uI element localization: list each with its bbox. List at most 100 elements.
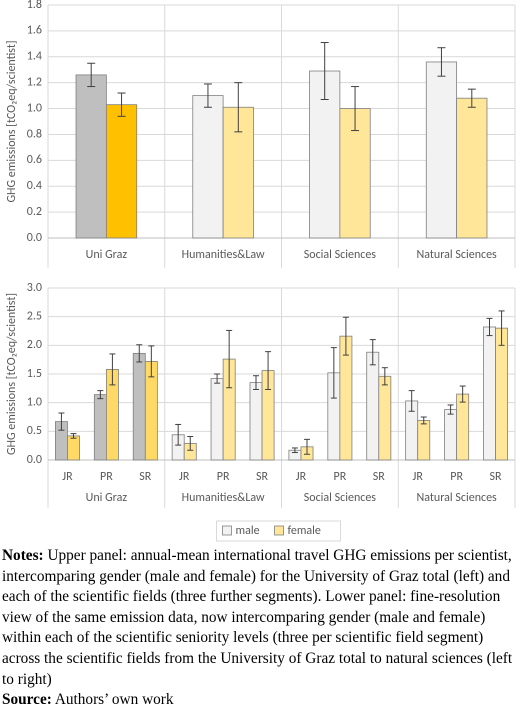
bar [417, 420, 431, 461]
y-tick-label: 0.4 [27, 179, 42, 193]
x-tick-label: PR [100, 470, 113, 484]
error-bar [70, 433, 77, 439]
legend-swatch [274, 525, 284, 536]
x-tick-label: SR [256, 470, 269, 484]
charts: 0.0 0.2 0.4 0.6 0.8 1.0 1.2 1.4 1.6 1.8 GHG emissi… [5, 0, 516, 542]
y-tick-label: 1.5 [27, 367, 42, 381]
y-tick-label: 1.0 [27, 396, 42, 410]
bar [495, 327, 509, 461]
error-bar [381, 367, 388, 386]
y-tick-label: 1.4 [27, 50, 42, 64]
error-bar [148, 345, 155, 378]
y-tick-label: 3.0 [27, 281, 42, 295]
error-bar [447, 404, 454, 415]
x-tick-label: PR [334, 470, 347, 484]
error-bar [117, 92, 126, 117]
bar [456, 393, 470, 461]
error-bar [303, 438, 310, 455]
y-axis-title: GHG emissions [tCO₂eq/scientist] [5, 40, 19, 202]
group-label: Humanities&Law [182, 491, 265, 505]
error-bar [320, 42, 329, 100]
x-tick-label: JR [296, 470, 307, 484]
notes-label: Notes: [2, 547, 44, 564]
bar [456, 97, 488, 239]
source-label: Source: [2, 691, 52, 709]
error-bar [351, 86, 360, 132]
bar [93, 394, 107, 461]
error-bar [58, 412, 65, 431]
bar [67, 435, 80, 461]
legend-label: female [288, 524, 321, 538]
error-bar [408, 390, 415, 412]
bar [75, 74, 107, 239]
error-bar [369, 339, 376, 366]
source-text: Authors’ own work [51, 691, 174, 709]
bar [366, 351, 380, 461]
error-bar [87, 62, 96, 88]
bar [483, 326, 496, 461]
y-axis-title: GHG emissions [tCO₂eq/scientist] [5, 293, 19, 455]
group-label: Natural Sciences [417, 491, 498, 505]
error-bar [291, 447, 298, 454]
x-tick-label: JR [62, 470, 73, 484]
bar [192, 95, 224, 239]
legend-swatch [222, 525, 232, 536]
bar [249, 382, 263, 461]
error-bar [437, 47, 446, 77]
y-tick-label: 1.8 [27, 0, 42, 12]
error-bar [486, 317, 493, 337]
bar [105, 104, 138, 239]
y-tick-label: 1.6 [27, 24, 42, 38]
y-tick-label: 0.0 [27, 453, 42, 467]
y-tick-label: 2.5 [27, 310, 42, 324]
legend-box [216, 520, 341, 542]
y-tick-label: 0.5 [27, 424, 42, 438]
y-tick-label: 0.0 [27, 231, 42, 245]
error-bar [175, 423, 182, 446]
error-bar [467, 88, 476, 108]
group-label: Social Sciences [304, 491, 377, 505]
error-bar [203, 83, 212, 108]
error-bar [187, 435, 194, 451]
error-bar [97, 390, 104, 400]
error-bar [109, 353, 116, 386]
bar [444, 409, 458, 461]
error-bar [234, 82, 243, 133]
notes-text: Upper panel: annual-mean international t… [2, 547, 513, 688]
error-bar [214, 373, 221, 384]
error-bar [498, 310, 505, 346]
y-tick-label: 0.8 [27, 127, 42, 141]
x-tick-label: Uni Graz [86, 248, 128, 262]
error-bar [226, 329, 233, 389]
x-tick-label: JR [413, 470, 424, 484]
x-tick-label: PR [450, 470, 463, 484]
error-bar [330, 347, 337, 399]
error-bar [265, 351, 272, 390]
error-bar [459, 385, 466, 403]
x-tick-label: JR [179, 470, 190, 484]
x-tick-label: Humanities&Law [182, 248, 265, 262]
x-tick-label: Social Sciences [304, 248, 377, 262]
group-label: Uni Graz [86, 491, 128, 505]
y-tick-label: 1.2 [27, 76, 42, 90]
bar [132, 352, 146, 461]
error-bar [342, 316, 349, 356]
x-tick-label: SR [373, 470, 386, 484]
y-tick-label: 0.2 [27, 205, 42, 219]
x-tick-label: Natural Sciences [417, 248, 498, 262]
y-tick-label: 1.0 [27, 101, 42, 115]
legend-label: male [236, 524, 260, 538]
y-tick-label: 2.0 [27, 338, 42, 352]
bar [425, 61, 458, 239]
y-tick-label: 0.6 [27, 153, 42, 167]
x-tick-label: SR [139, 470, 152, 484]
bar [378, 375, 392, 461]
x-tick-label: SR [490, 470, 503, 484]
x-tick-label: PR [217, 470, 230, 484]
error-bar [253, 375, 260, 390]
notes: Notes: Upper panel: annual-mean internat… [2, 546, 516, 711]
error-bar [420, 416, 427, 425]
error-bar [136, 344, 143, 363]
bar [210, 378, 224, 461]
